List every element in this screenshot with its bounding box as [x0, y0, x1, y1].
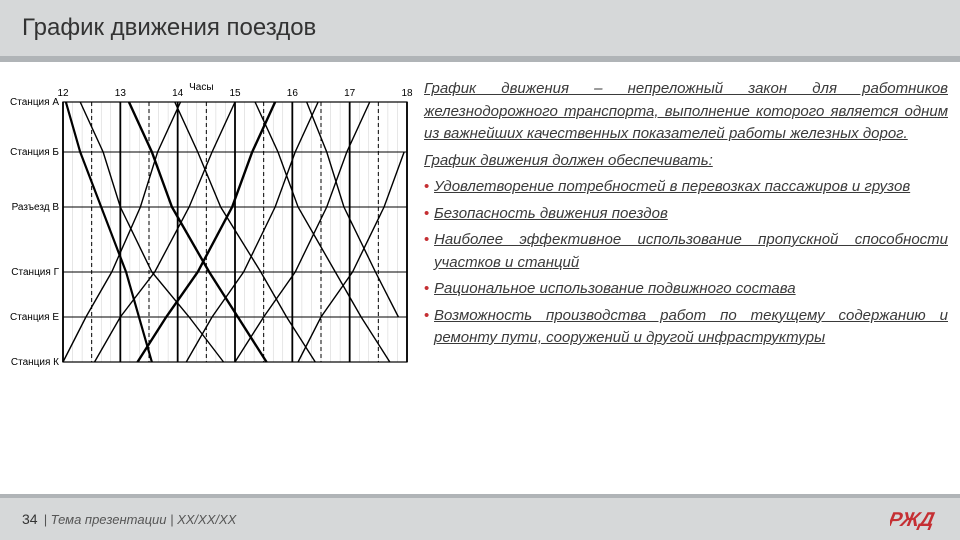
svg-text:Станция А: Станция А [10, 97, 59, 108]
svg-text:18: 18 [401, 88, 413, 99]
svg-text:Станция К: Станция К [11, 357, 59, 368]
train-diagram: 12 13 14 15 16 17 18 Часы Станция А Станция Б Разъ… [8, 80, 413, 370]
bullet-item: Безопасность движения поездов [424, 203, 948, 226]
bullet-item: Наиболее эффективное использование пропу… [424, 229, 948, 274]
svg-text:14: 14 [172, 88, 184, 99]
intro-paragraph: График движения – непреложный закон для … [424, 78, 948, 146]
footer-bar: 34 | Тема презентации | XX/XX/XX [0, 498, 960, 540]
slide-title: График движения поездов [22, 14, 316, 42]
slide: График движения поездов 12 13 14 15 16 17 18 Ча… [0, 0, 960, 540]
svg-text:17: 17 [344, 88, 356, 99]
bullet-item: Рациональное использование подвижного со… [424, 278, 948, 301]
svg-text:16: 16 [287, 88, 299, 99]
title-bar: График движения поездов [0, 0, 960, 62]
svg-text:13: 13 [115, 88, 127, 99]
bullet-item: Удовлетворение потребностей в перевозках… [424, 176, 948, 199]
body-text: График движения – непреложный закон для … [424, 78, 948, 354]
svg-text:Станция Б: Станция Б [10, 147, 59, 158]
svg-text:Станция Е: Станция Е [10, 312, 59, 323]
lead-line: График движения должен обеспечивать: [424, 150, 948, 173]
svg-text:Станция Г: Станция Г [11, 267, 59, 278]
svg-text:Разъезд В: Разъезд В [12, 202, 60, 213]
svg-text:12: 12 [57, 88, 69, 99]
svg-text:РЖД: РЖД [890, 509, 937, 531]
page-number: 34 [22, 511, 38, 527]
rzd-logo: РЖД [890, 504, 946, 534]
footer-crumb: | Тема презентации | XX/XX/XX [44, 512, 237, 527]
svg-text:15: 15 [229, 88, 241, 99]
svg-text:Часы: Часы [189, 82, 213, 93]
bullet-item: Возможность производства работ по текуще… [424, 305, 948, 350]
bullet-list: Удовлетворение потребностей в перевозках… [424, 176, 948, 350]
